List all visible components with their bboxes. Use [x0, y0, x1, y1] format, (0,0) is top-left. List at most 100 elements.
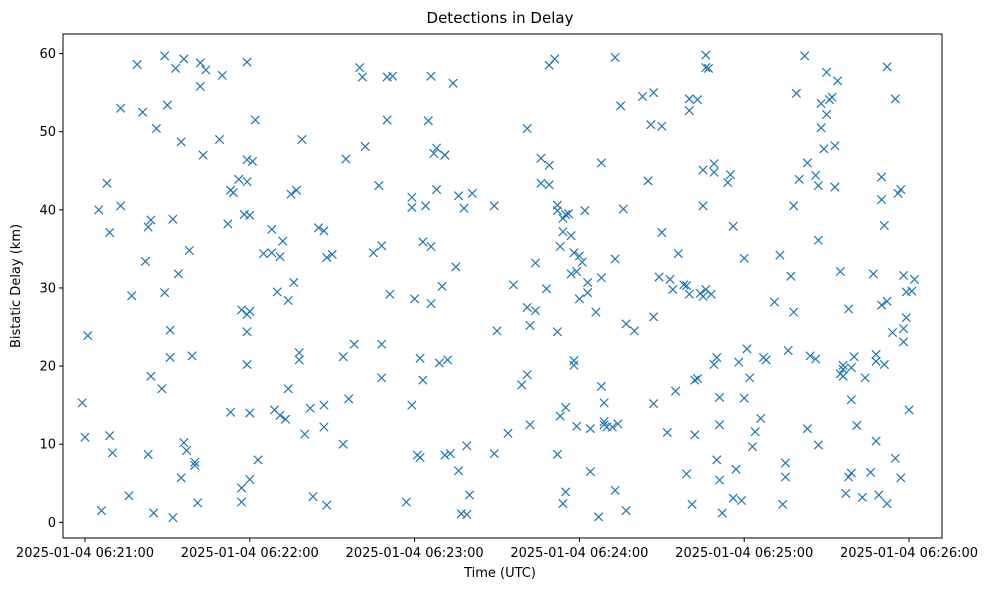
data-point [157, 384, 167, 394]
data-point [242, 359, 252, 370]
data-point [709, 159, 719, 169]
y-tick-label: 30 [39, 281, 56, 296]
data-point [558, 498, 568, 509]
data-point [225, 407, 236, 417]
data-point [846, 363, 856, 373]
data-point [374, 180, 384, 191]
data-point [822, 67, 832, 77]
data-point [780, 458, 791, 468]
data-point [289, 277, 299, 288]
data-point [555, 411, 565, 421]
data-point [882, 296, 892, 306]
data-point [544, 180, 554, 190]
data-point [813, 235, 824, 245]
y-tick-label: 20 [39, 360, 56, 375]
data-point [681, 469, 692, 479]
data-point [102, 178, 112, 188]
data-point [805, 351, 815, 361]
data-point [77, 398, 87, 408]
data-point [253, 455, 263, 465]
data-point [294, 348, 304, 358]
data-point [712, 455, 722, 465]
data-point [214, 134, 225, 145]
data-point [668, 284, 678, 295]
data-point [890, 94, 900, 104]
data-point [360, 141, 370, 152]
data-point [162, 100, 173, 110]
data-point [780, 472, 791, 482]
data-point [882, 62, 892, 72]
data-point [879, 220, 889, 231]
data-point [242, 177, 252, 187]
data-point [907, 286, 917, 296]
data-point [552, 449, 563, 460]
data-point [173, 269, 183, 279]
data-point [83, 330, 93, 341]
data-point [648, 312, 659, 322]
data-point [116, 103, 126, 113]
data-point [569, 355, 579, 366]
data-point [165, 352, 175, 363]
data-point [377, 241, 387, 251]
data-point [190, 460, 200, 470]
data-point [440, 450, 450, 460]
data-point [544, 160, 554, 170]
data-point [657, 227, 667, 238]
data-point [698, 201, 708, 211]
data-point [550, 54, 560, 64]
data-point [489, 201, 499, 211]
data-point [245, 474, 255, 485]
data-point [168, 214, 178, 224]
data-point [319, 422, 329, 432]
data-point [522, 123, 532, 134]
data-point [714, 392, 725, 402]
data-point [198, 150, 208, 160]
data-point [865, 467, 876, 477]
data-point [879, 359, 889, 370]
data-point [250, 115, 260, 125]
data-point [442, 355, 453, 365]
data-point [160, 51, 170, 61]
data-point [648, 398, 659, 409]
data-point [459, 203, 469, 213]
data-point [151, 123, 162, 134]
data-point [536, 178, 546, 188]
data-point [236, 483, 247, 493]
data-point [580, 205, 590, 216]
data-point [179, 438, 189, 448]
data-point [832, 76, 843, 86]
data-point [160, 288, 170, 298]
data-point [322, 252, 332, 263]
data-point [898, 270, 909, 281]
data-point [267, 224, 277, 234]
data-point [728, 493, 738, 503]
data-point [275, 252, 285, 262]
data-point [407, 400, 417, 410]
data-point [637, 91, 648, 102]
data-point [431, 143, 442, 153]
data-point [687, 499, 697, 510]
data-point [662, 427, 672, 438]
data-point [242, 155, 252, 165]
data-point [583, 277, 593, 288]
data-point [165, 325, 175, 335]
y-axis: 0 10 20 30 40 50 60 [39, 47, 63, 531]
data-point [96, 506, 107, 516]
data-point [426, 71, 436, 81]
data-point [278, 236, 288, 246]
data-point [896, 184, 906, 195]
data-point [275, 410, 285, 420]
data-point [462, 441, 472, 451]
data-point [596, 381, 607, 392]
data-point [338, 352, 348, 362]
data-points [77, 50, 920, 523]
data-point [896, 473, 906, 483]
data-point [344, 394, 354, 404]
data-point [448, 78, 458, 88]
data-point [761, 355, 771, 365]
data-point [629, 326, 639, 336]
data-point [739, 253, 749, 263]
data-point [673, 248, 683, 259]
data-point [610, 52, 620, 63]
data-point [827, 92, 837, 102]
